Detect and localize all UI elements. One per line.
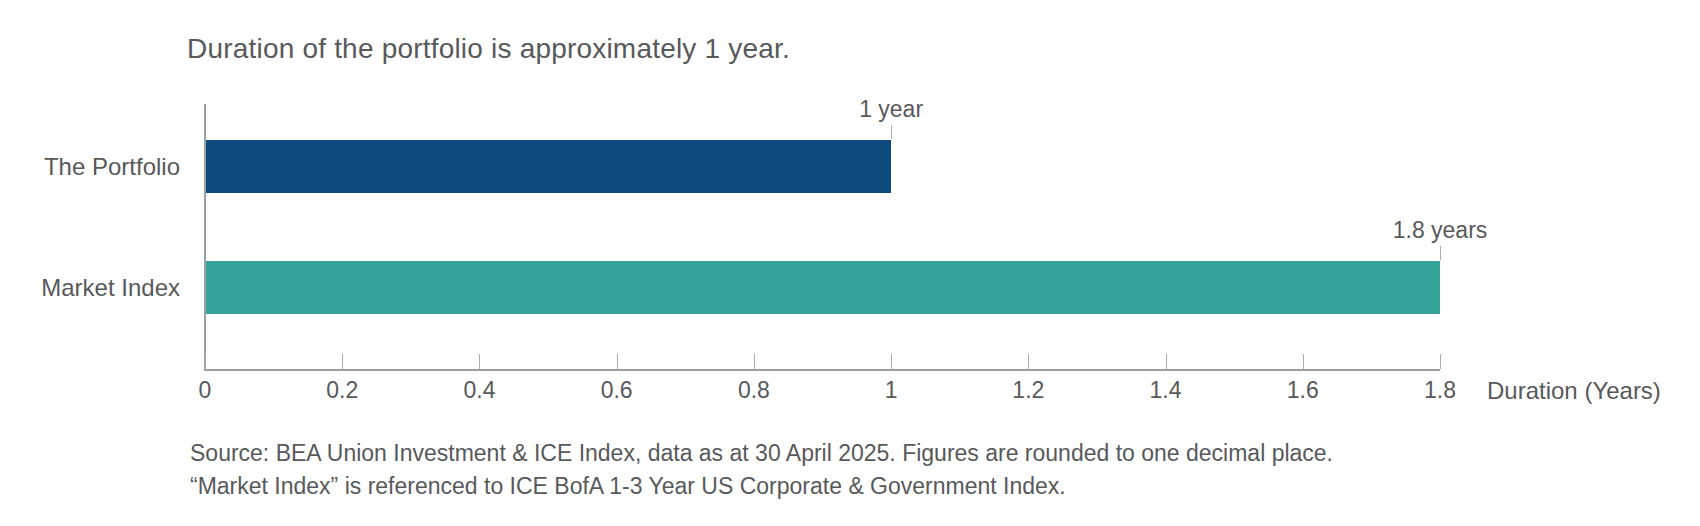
x-axis-tick bbox=[1028, 354, 1029, 369]
source-line-1: Source: BEA Union Investment & ICE Index… bbox=[190, 437, 1333, 470]
x-axis-tick bbox=[205, 354, 206, 369]
x-axis-tick bbox=[342, 354, 343, 369]
x-axis-tick bbox=[1303, 354, 1304, 369]
x-axis-tick bbox=[1166, 354, 1167, 369]
x-axis-tick-label: 0.6 bbox=[601, 377, 633, 404]
x-axis-tick-label: 0 bbox=[199, 377, 212, 404]
bar-market-index bbox=[206, 261, 1440, 314]
x-axis-tick-label: 1 bbox=[885, 377, 898, 404]
x-axis-line bbox=[204, 369, 1440, 371]
category-label: The Portfolio bbox=[0, 152, 180, 182]
bar-the-portfolio bbox=[206, 140, 891, 193]
x-axis-tick bbox=[479, 354, 480, 369]
value-label: 1.8 years bbox=[1393, 217, 1488, 243]
value-label-connector bbox=[891, 125, 892, 139]
value-label: 1 year bbox=[859, 96, 923, 122]
x-axis-tick-label: 0.8 bbox=[738, 377, 770, 404]
x-axis-tick-label: 1.8 bbox=[1424, 377, 1456, 404]
x-axis-tick bbox=[1440, 354, 1441, 369]
x-axis-tick bbox=[754, 354, 755, 369]
x-axis-tick-label: 1.2 bbox=[1012, 377, 1044, 404]
x-axis-tick bbox=[617, 354, 618, 369]
x-axis-tick-label: 1.6 bbox=[1287, 377, 1319, 404]
value-label-connector bbox=[1440, 246, 1441, 260]
source-note: Source: BEA Union Investment & ICE Index… bbox=[190, 437, 1333, 503]
x-axis-tick bbox=[891, 354, 892, 369]
x-axis-tick-label: 1.4 bbox=[1150, 377, 1182, 404]
chart-canvas: Duration of the portfolio is approximate… bbox=[0, 0, 1700, 526]
x-axis-tick-label: 0.2 bbox=[326, 377, 358, 404]
x-axis-label: Duration (Years) bbox=[1487, 377, 1661, 405]
category-label: Market Index bbox=[0, 273, 180, 303]
source-line-2: “Market Index” is referenced to ICE BofA… bbox=[190, 470, 1333, 503]
x-axis-tick-label: 0.4 bbox=[463, 377, 495, 404]
